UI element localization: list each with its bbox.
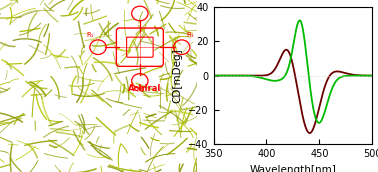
Y-axis label: CD[mDeg]: CD[mDeg] [173,48,183,103]
Text: R₁: R₁ [86,32,94,38]
Text: Achiral: Achiral [128,84,162,93]
Text: R₃: R₃ [186,32,194,38]
Text: R₄: R₄ [136,87,144,93]
X-axis label: Wavelength[nm]: Wavelength[nm] [249,165,336,172]
